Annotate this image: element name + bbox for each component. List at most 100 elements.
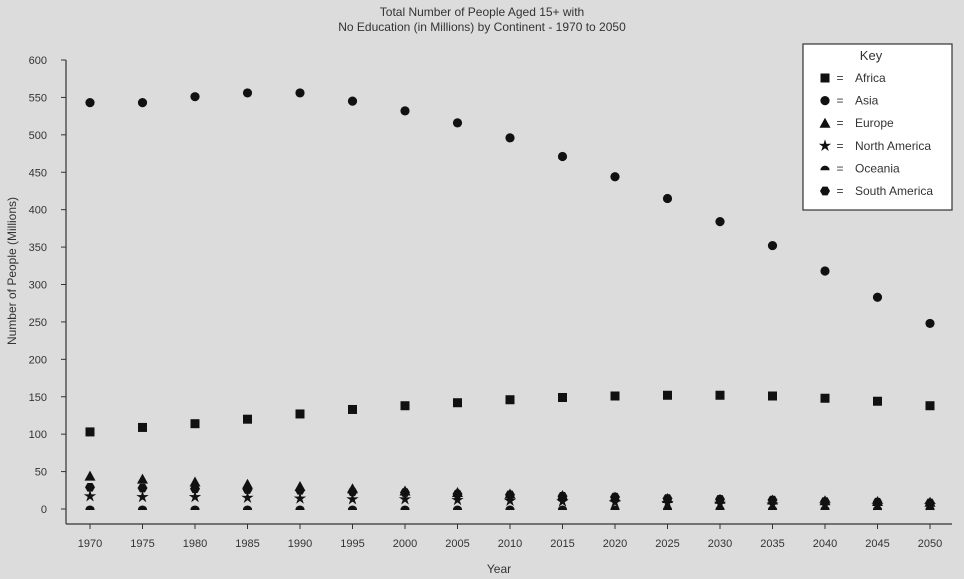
data-point-asia <box>662 193 673 204</box>
data-point-africa <box>768 391 777 401</box>
data-point-oceania <box>820 505 830 511</box>
x-tick-label: 2040 <box>813 538 837 550</box>
data-point-africa <box>243 414 252 424</box>
x-tick-label: 2025 <box>655 538 679 550</box>
data-point-europe <box>84 470 96 481</box>
data-point-north-america <box>503 494 517 507</box>
data-point-asia <box>925 318 935 329</box>
data-point-south-america <box>347 487 358 497</box>
data-point-north-america <box>188 490 202 503</box>
legend-marker-africa <box>820 73 830 83</box>
data-point-europe <box>137 473 148 484</box>
y-tick-label: 400 <box>29 205 47 217</box>
data-point-oceania <box>767 505 778 511</box>
data-point-south-america <box>662 494 673 503</box>
data-point-north-america <box>451 493 464 506</box>
data-point-oceania <box>872 505 883 511</box>
data-point-south-america <box>452 489 463 499</box>
y-tick-label: 150 <box>29 392 47 404</box>
chart-title-line-1: Total Number of People Aged 15+ with <box>380 5 584 19</box>
data-point-asia <box>557 151 568 162</box>
x-tick-label: 2030 <box>708 538 732 550</box>
x-tick-label: 2050 <box>918 538 942 550</box>
y-tick-label: 0 <box>41 504 47 516</box>
x-tick-label: 1980 <box>183 538 207 550</box>
legend-separator: = <box>836 161 843 175</box>
data-point-north-america <box>293 492 307 504</box>
data-point-oceania <box>400 505 410 511</box>
x-tick-label: 1975 <box>130 538 154 550</box>
data-point-africa <box>505 395 515 405</box>
data-point-africa <box>558 392 567 402</box>
x-tick-label: 2000 <box>393 538 417 550</box>
y-tick-label: 450 <box>29 167 47 179</box>
data-point-south-america <box>190 484 200 494</box>
data-point-south-america <box>242 485 253 494</box>
data-point-south-america <box>505 490 515 500</box>
data-point-oceania <box>505 505 515 511</box>
y-tick-label: 250 <box>29 317 47 329</box>
data-point-asia <box>452 118 463 128</box>
data-point-asia <box>872 292 883 302</box>
legend-label-europe: Europe <box>855 116 894 130</box>
legend-marker-south-america <box>820 186 830 196</box>
legend-label-north-america: North America <box>855 139 931 153</box>
data-point-north-america <box>556 495 569 507</box>
axes: 0 50 100 150 200 250 300 350 400 450 500 550 600 1970… <box>29 55 952 550</box>
data-point-africa <box>453 398 462 408</box>
data-point-oceania <box>295 505 305 511</box>
x-tick-label: 2020 <box>603 538 627 550</box>
y-tick-label: 350 <box>29 242 47 254</box>
x-axis-label: Year <box>487 562 511 576</box>
legend-label-africa: Africa <box>855 71 886 85</box>
y-tick-label: 600 <box>29 55 47 67</box>
x-tick-label: 2035 <box>760 538 784 550</box>
legend-separator: = <box>836 94 843 108</box>
data-point-asia <box>242 88 253 98</box>
data-point-africa <box>663 390 672 400</box>
legend-separator: = <box>836 71 843 85</box>
data-point-europe <box>189 476 201 487</box>
x-tick-label: 2005 <box>445 538 469 550</box>
data-point-asia <box>295 88 305 98</box>
legend-label-asia: Asia <box>855 94 879 108</box>
y-tick-label: 550 <box>29 92 47 104</box>
data-point-asia <box>347 96 358 106</box>
data-point-oceania <box>190 505 200 511</box>
data-point-north-america <box>398 492 412 505</box>
data-point-south-america <box>610 492 620 502</box>
data-point-north-america <box>241 491 254 504</box>
legend-title: Key <box>860 48 883 63</box>
y-tick-label: 50 <box>35 467 47 479</box>
data-point-oceania <box>137 505 148 511</box>
data-point-asia <box>400 106 410 116</box>
data-point-africa <box>138 422 147 432</box>
legend-separator: = <box>836 116 843 130</box>
data-point-asia <box>85 98 95 108</box>
y-axis-label: Number of People (Millions) <box>5 197 19 345</box>
data-point-asia <box>610 172 620 182</box>
data-point-oceania <box>610 505 620 511</box>
data-point-africa <box>715 390 725 400</box>
data-point-africa <box>820 393 830 403</box>
data-point-south-america <box>767 495 778 505</box>
legend-marker-europe <box>819 117 831 128</box>
data-point-africa <box>925 401 935 411</box>
data-point-south-america <box>557 491 568 501</box>
x-tick-label: 1970 <box>78 538 102 550</box>
y-tick-label: 100 <box>29 429 47 441</box>
data-point-north-america <box>83 489 97 502</box>
data-point-oceania <box>347 505 358 511</box>
data-point-africa <box>85 427 95 437</box>
y-tick-label: 500 <box>29 130 47 142</box>
y-tick-label: 300 <box>29 280 47 292</box>
data-point-asia <box>505 133 515 143</box>
legend-separator: = <box>836 184 843 198</box>
data-point-asia <box>820 266 830 276</box>
legend-marker-north-america <box>818 139 832 152</box>
data-point-africa <box>295 409 305 419</box>
data-point-asia <box>767 240 778 251</box>
y-tick-label: 200 <box>29 354 47 366</box>
data-point-south-america <box>925 498 935 508</box>
data-point-south-america <box>137 483 148 493</box>
